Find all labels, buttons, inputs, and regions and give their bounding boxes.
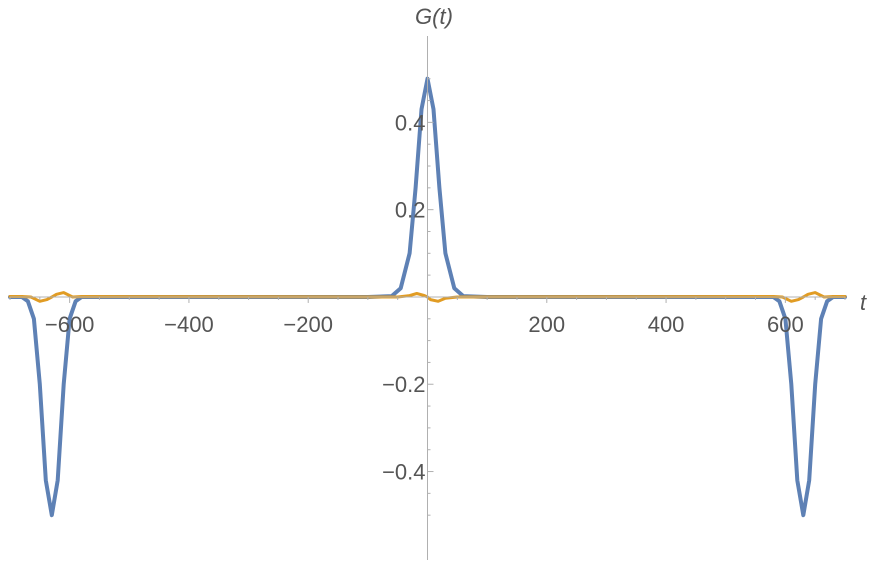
y-tick-label: −0.2 xyxy=(382,372,425,397)
x-tick-label: −200 xyxy=(283,312,333,337)
y-tick-label: −0.4 xyxy=(382,460,425,485)
y-axis-title-part: G( xyxy=(415,4,442,29)
x-tick-label: −400 xyxy=(164,312,214,337)
x-tick-label: 600 xyxy=(767,312,804,337)
x-tick-label: 400 xyxy=(648,312,685,337)
x-axis-title: t xyxy=(860,290,867,315)
y-axis-title: G(t) xyxy=(415,4,453,29)
y-tick-label: 0.4 xyxy=(395,110,426,135)
x-tick-label: −600 xyxy=(45,312,95,337)
y-tick-label: 0.2 xyxy=(395,198,426,223)
y-axis-title-close: ) xyxy=(443,4,453,29)
x-tick-label: 200 xyxy=(528,312,565,337)
axes-layer xyxy=(9,36,846,560)
labels-layer: −600 −400 −200 200 400 600 0.4 0.2 −0.2 −0.4 xyxy=(45,110,804,484)
y-axis-title-var: t xyxy=(440,4,447,29)
